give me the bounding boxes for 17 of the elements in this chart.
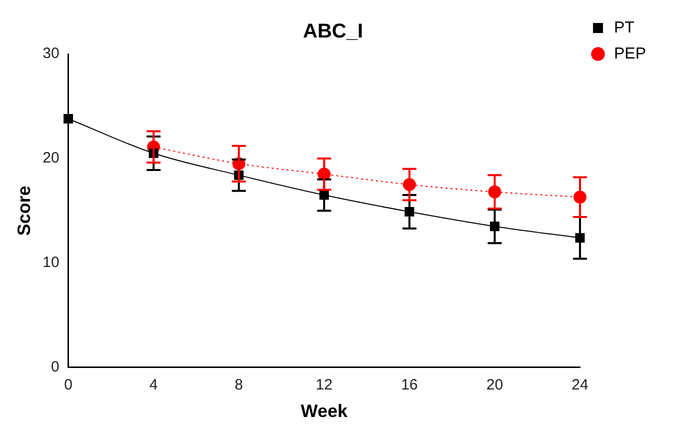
y-tick-label: 20	[42, 150, 60, 167]
chart-title: ABC_I	[302, 20, 364, 43]
y-tick-label: 30	[42, 45, 60, 62]
point	[64, 114, 74, 124]
y-tick-label: 10	[42, 254, 60, 272]
x-tick-label: 4	[149, 376, 158, 394]
x-axis-title: Week	[300, 401, 348, 422]
x-tick-label: 24	[572, 376, 588, 394]
y-axis-title: Score	[14, 186, 34, 236]
x-tick-label: 16	[401, 376, 418, 394]
x-tick-label: 8	[234, 376, 244, 394]
x-tick-label: 12	[316, 376, 332, 394]
y-tick-label: 0	[50, 358, 60, 376]
legend-label: PT	[614, 19, 635, 36]
x-tick-label: 0	[64, 376, 72, 394]
x-tick-label: 20	[486, 376, 504, 394]
legend-label: PEP	[614, 45, 646, 62]
